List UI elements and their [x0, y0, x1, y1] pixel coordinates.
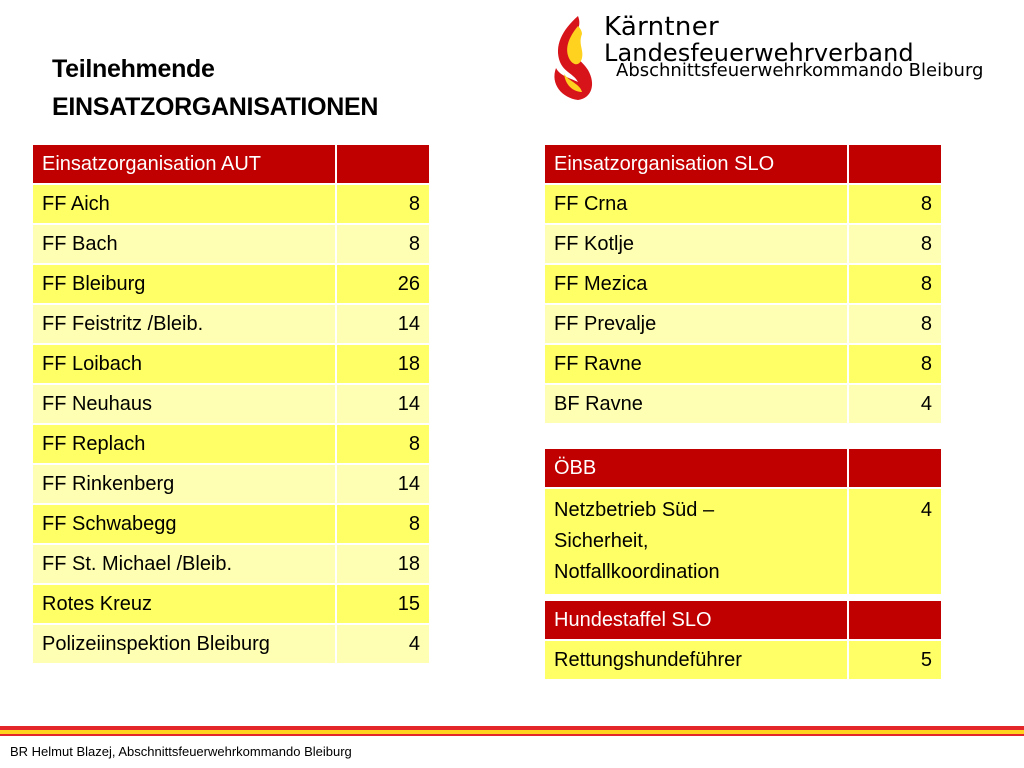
page-title-line-2: EINSATZORGANISATIONEN: [52, 93, 379, 121]
org-name: FF Kotlje: [545, 225, 847, 263]
org-name: FF Crna: [545, 185, 847, 223]
org-count: 8: [336, 225, 429, 263]
aut-table: Einsatzorganisation AUT FF Aich 8 FF Bach 8…: [31, 143, 431, 665]
org-count: 8: [848, 265, 941, 303]
hundestaffel-table: Hundestaffel SLO Rettungshundeführer 5: [543, 599, 943, 681]
org-name-line: Sicherheit,: [554, 530, 649, 552]
org-name: FF Ravne: [545, 345, 847, 383]
logo-line-2: Landesfeuerwehrverband: [604, 39, 914, 67]
table-row: FF Neuhaus 14: [33, 385, 429, 423]
table-header-count: [848, 145, 941, 183]
org-name: FF Aich: [33, 185, 335, 223]
org-count: 14: [336, 465, 429, 503]
logo-line-3: Abschnittsfeuerwehrkommando Bleiburg: [616, 60, 984, 81]
org-name: Rettungshundeführer: [545, 641, 847, 679]
table-header-count: [848, 601, 941, 639]
org-name: FF Loibach: [33, 345, 335, 383]
table-row: FF Aich 8: [33, 185, 429, 223]
org-count: 8: [848, 225, 941, 263]
table-header-row: Einsatzorganisation SLO: [545, 145, 941, 183]
table-row: FF Prevalje 8: [545, 305, 941, 343]
org-name: FF St. Michael /Bleib.: [33, 545, 335, 583]
org-name: FF Bach: [33, 225, 335, 263]
table-header-label: Einsatzorganisation SLO: [545, 145, 847, 183]
table-row: FF Mezica 8: [545, 265, 941, 303]
org-name: FF Schwabegg: [33, 505, 335, 543]
org-count: 8: [848, 185, 941, 223]
table-row: FF St. Michael /Bleib. 18: [33, 545, 429, 583]
org-count: 8: [848, 345, 941, 383]
table-row: FF Rinkenberg 14: [33, 465, 429, 503]
table-row: Rettungshundeführer 5: [545, 641, 941, 679]
footer-stripe-red-lower: [0, 734, 1024, 736]
table-row: FF Bach 8: [33, 225, 429, 263]
page-title-line-1: Teilnehmende: [52, 55, 215, 83]
table-row: FF Bleiburg 26: [33, 265, 429, 303]
org-count: 4: [848, 489, 941, 594]
org-name: Rotes Kreuz: [33, 585, 335, 623]
table-row: FF Replach 8: [33, 425, 429, 463]
org-count: 8: [848, 305, 941, 343]
table-row: FF Ravne 8: [545, 345, 941, 383]
footer-text: BR Helmut Blazej, Abschnittsfeuerwehrkom…: [10, 744, 352, 759]
slo-table: Einsatzorganisation SLO FF Crna 8 FF Kotlj…: [543, 143, 943, 425]
table-row: Polizeiinspektion Bleiburg 4: [33, 625, 429, 663]
table-header-row: ÖBB: [545, 449, 941, 487]
logo-line-1: Kärntner: [604, 12, 719, 42]
org-count: 5: [848, 641, 941, 679]
org-count: 26: [336, 265, 429, 303]
org-name: FF Replach: [33, 425, 335, 463]
org-name: Polizeiinspektion Bleiburg: [33, 625, 335, 663]
flame-icon: [554, 16, 593, 100]
org-name: FF Neuhaus: [33, 385, 335, 423]
org-name: Netzbetrieb Süd – Sicherheit, Notfallkoo…: [545, 489, 847, 594]
table-row: FF Feistritz /Bleib. 14: [33, 305, 429, 343]
table-row: FF Loibach 18: [33, 345, 429, 383]
org-count: 15: [336, 585, 429, 623]
table-row: FF Crna 8: [545, 185, 941, 223]
table-row: FF Schwabegg 8: [33, 505, 429, 543]
footer-stripe-red: [0, 726, 1024, 730]
table-header-label: Hundestaffel SLO: [545, 601, 847, 639]
page-title: Teilnehmende EINSATZORGANISATIONEN: [52, 50, 378, 126]
org-name: FF Prevalje: [545, 305, 847, 343]
org-name: FF Feistritz /Bleib.: [33, 305, 335, 343]
table-header-row: Hundestaffel SLO: [545, 601, 941, 639]
table-row: BF Ravne 4: [545, 385, 941, 423]
org-count: 8: [336, 425, 429, 463]
org-count: 4: [848, 385, 941, 423]
org-count: 8: [336, 505, 429, 543]
org-count: 14: [336, 305, 429, 343]
logo: Kärntner Landesfeuerwehrverband Abschnit…: [536, 4, 1016, 104]
org-name-line: Notfallkoordination: [554, 561, 720, 583]
org-name-line: Netzbetrieb Süd –: [554, 499, 715, 521]
org-count: 4: [336, 625, 429, 663]
org-count: 18: [336, 345, 429, 383]
org-count: 14: [336, 385, 429, 423]
table-header-row: Einsatzorganisation AUT: [33, 145, 429, 183]
table-row: Netzbetrieb Süd – Sicherheit, Notfallkoo…: [545, 489, 941, 594]
table-header-label: Einsatzorganisation AUT: [33, 145, 335, 183]
table-header-count: [848, 449, 941, 487]
obb-table: ÖBB Netzbetrieb Süd – Sicherheit, Notfal…: [543, 447, 943, 596]
table-header-label: ÖBB: [545, 449, 847, 487]
org-name: FF Bleiburg: [33, 265, 335, 303]
org-name: BF Ravne: [545, 385, 847, 423]
org-name: FF Mezica: [545, 265, 847, 303]
table-row: FF Kotlje 8: [545, 225, 941, 263]
org-name: FF Rinkenberg: [33, 465, 335, 503]
org-count: 8: [336, 185, 429, 223]
org-count: 18: [336, 545, 429, 583]
table-row: Rotes Kreuz 15: [33, 585, 429, 623]
table-header-count: [336, 145, 429, 183]
footer-stripe-yellow: [0, 730, 1024, 734]
